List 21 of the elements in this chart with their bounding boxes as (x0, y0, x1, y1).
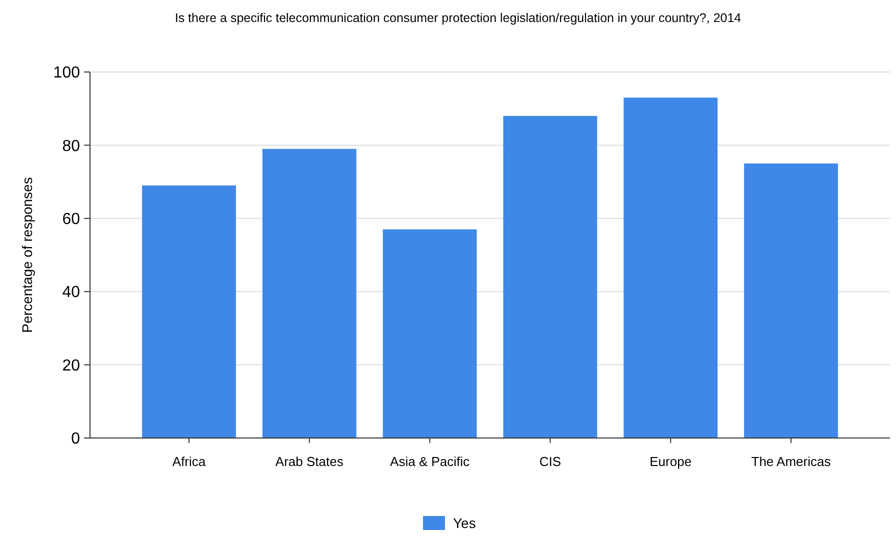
bar (624, 98, 718, 438)
bar (142, 185, 236, 438)
y-tick-label: 100 (53, 64, 80, 82)
y-tick-label: 60 (62, 211, 80, 228)
x-tick-label: CIS (539, 454, 562, 469)
bar (262, 148, 356, 438)
x-tick-label: Arab States (275, 454, 344, 469)
x-tick-label: Asia & Pacific (390, 454, 470, 469)
x-tick-label: Europe (650, 454, 692, 469)
bar (503, 116, 598, 438)
y-tick-label: 0 (71, 430, 80, 448)
legend-label: Yes (453, 514, 476, 531)
x-tick-label: Africa (172, 454, 206, 469)
y-tick-label: 20 (62, 357, 80, 374)
y-tick-label: 80 (62, 138, 80, 155)
bar (382, 229, 477, 438)
bar (744, 164, 838, 438)
chart-title: Is there a specific telecommunication consumer protection legislation/regulation in your country?, 2014 (174, 11, 742, 25)
y-axis-title: Percentage of responses (19, 177, 35, 333)
x-tick-label: The Americas (751, 454, 832, 469)
y-tick-label: 40 (62, 284, 80, 302)
